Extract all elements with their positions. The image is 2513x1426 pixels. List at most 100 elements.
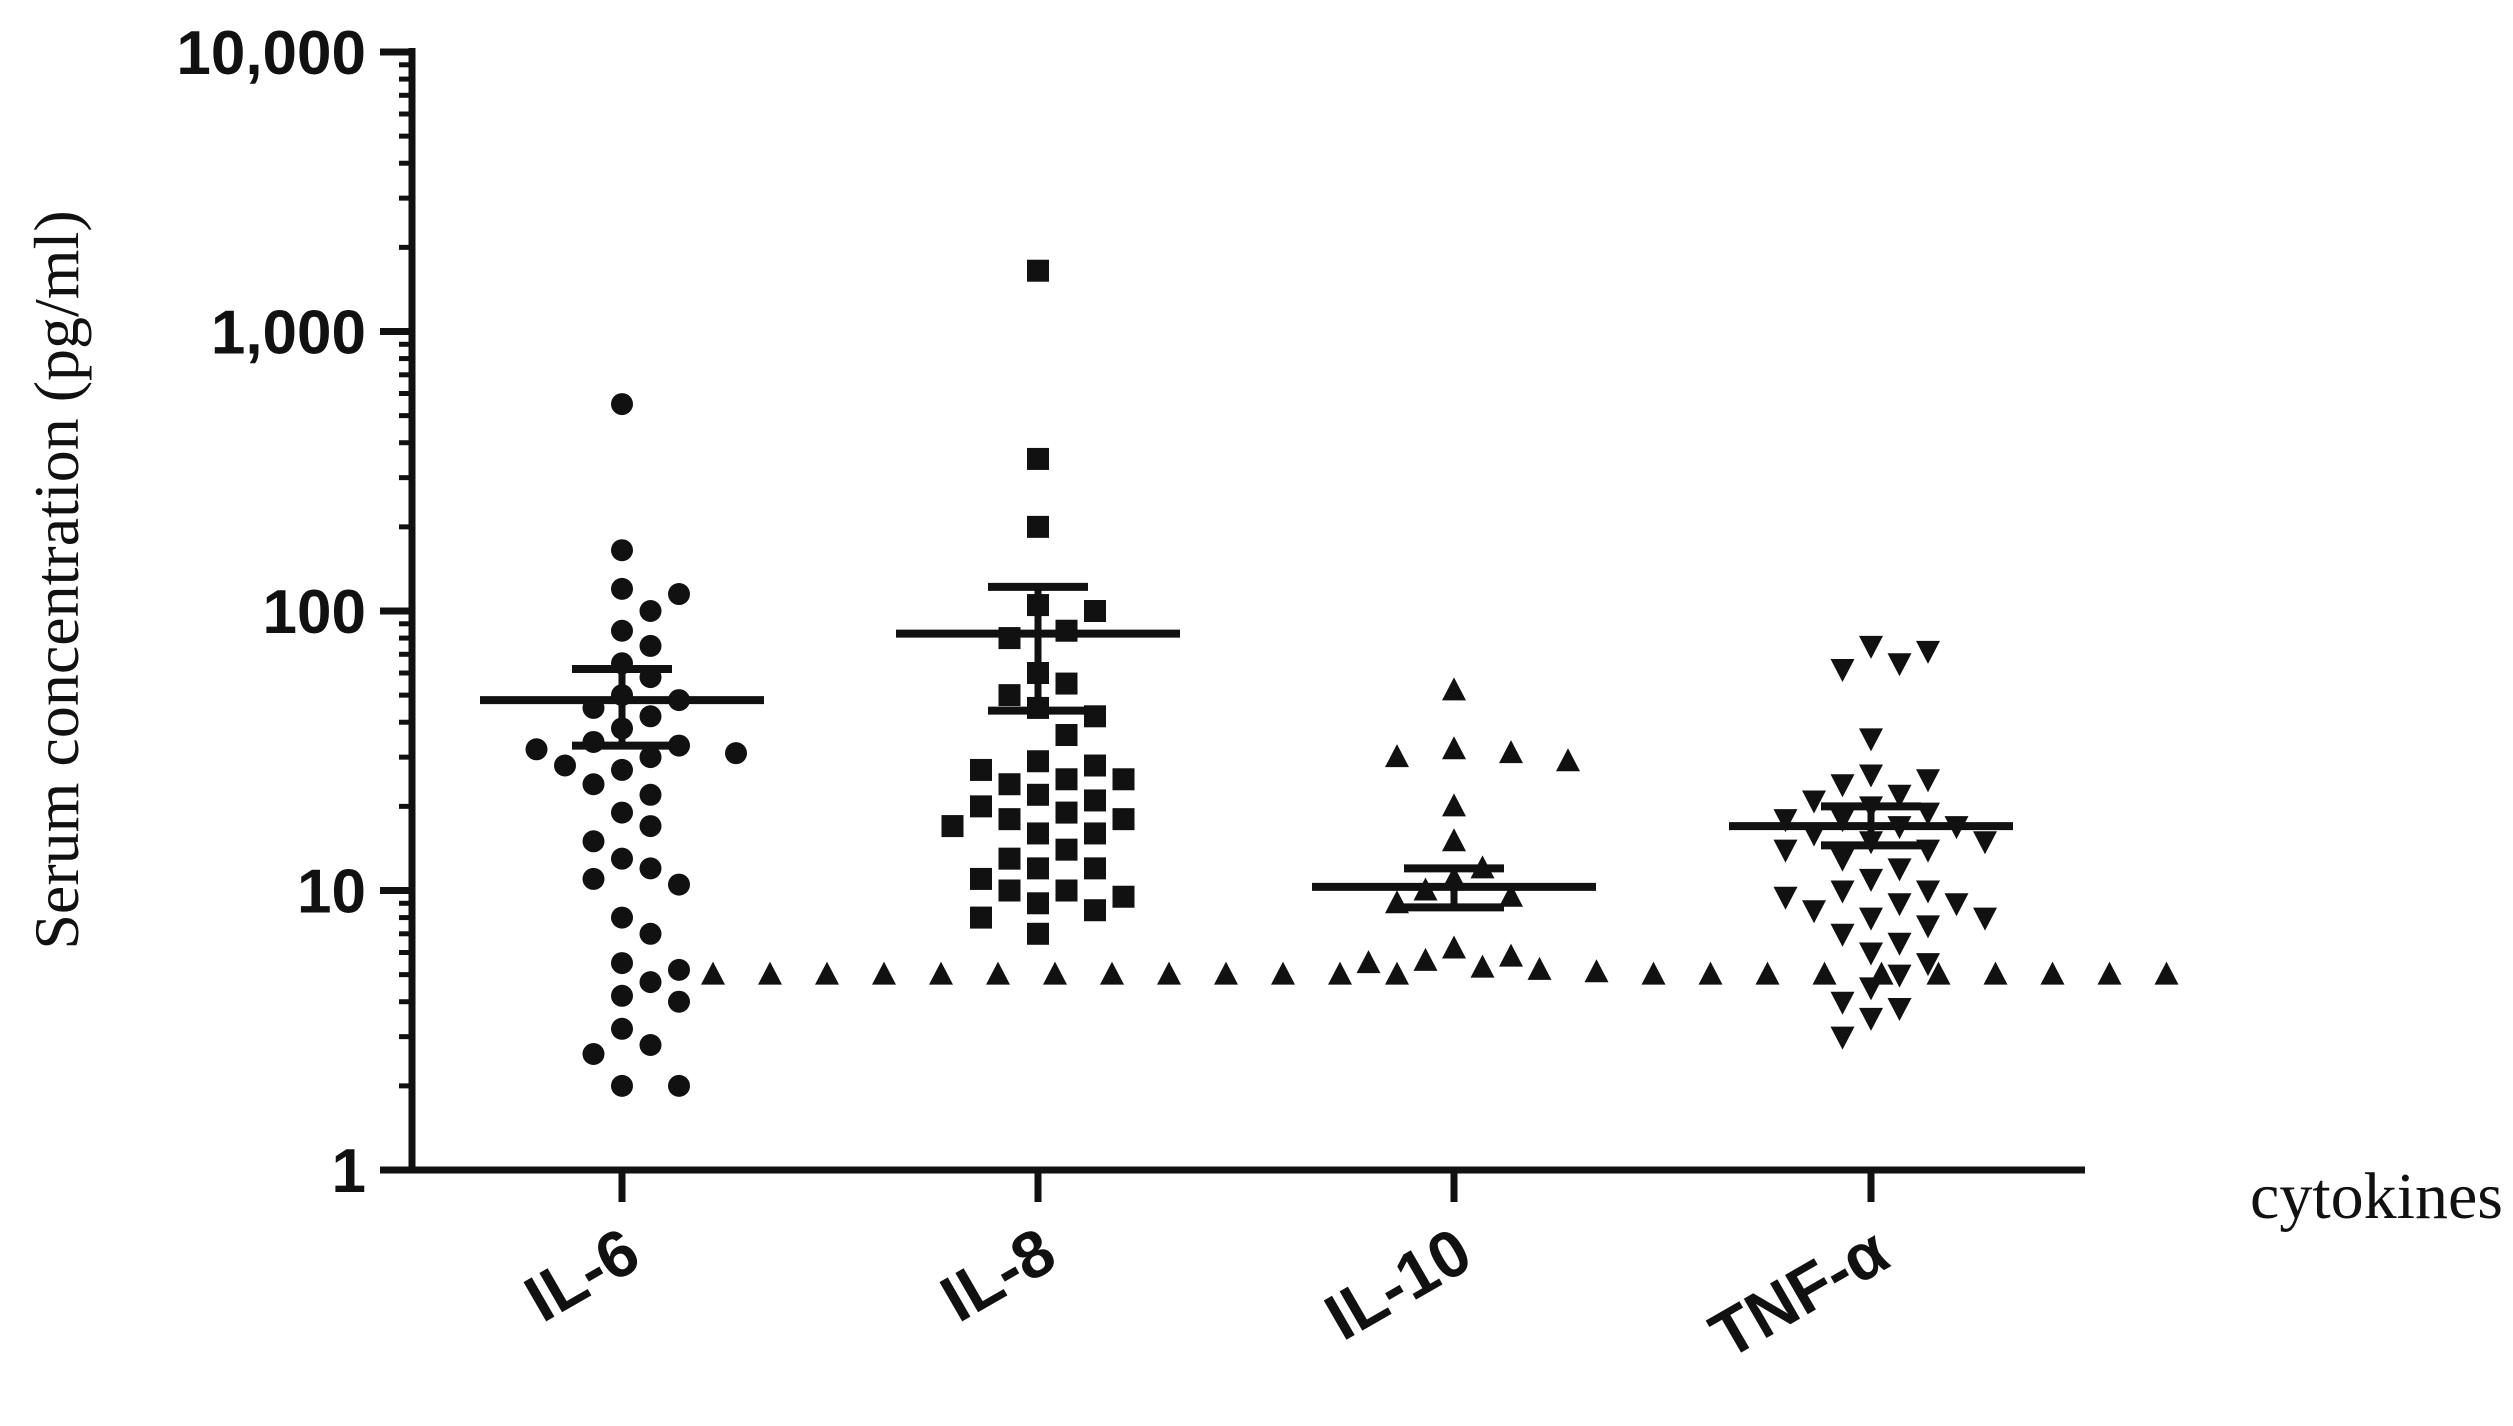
data-point xyxy=(1157,961,1181,985)
data-point xyxy=(1084,754,1106,777)
y-axis: 1 10 100 1,000 10,000 xyxy=(176,19,416,1206)
data-point xyxy=(1356,950,1381,974)
mean-sem-bars xyxy=(480,582,2013,912)
data-point xyxy=(1830,848,1855,872)
data-point xyxy=(929,961,953,985)
data-point xyxy=(1812,961,1837,985)
data-point xyxy=(1830,1026,1855,1050)
data-point xyxy=(611,758,633,781)
data-point xyxy=(1859,1007,1883,1031)
data-point xyxy=(1983,961,2008,985)
data-point xyxy=(1916,640,1940,664)
data-point xyxy=(1859,635,1883,659)
data-point xyxy=(1830,659,1855,683)
data-point xyxy=(1973,831,1997,855)
data-point xyxy=(1830,809,1855,833)
data-point xyxy=(1916,769,1940,793)
data-point xyxy=(668,734,690,757)
data-point xyxy=(1442,677,1466,701)
data-point xyxy=(1055,879,1078,902)
data-point xyxy=(970,758,992,781)
data-point xyxy=(1755,961,1780,985)
data-point xyxy=(1499,943,1523,967)
data-point xyxy=(998,684,1021,707)
data-point xyxy=(1916,802,1940,826)
y-tick-label: 100 xyxy=(263,578,366,647)
data-point xyxy=(611,801,633,824)
data-point xyxy=(1027,783,1049,806)
data-point xyxy=(986,961,1010,985)
data-point xyxy=(1084,899,1106,922)
data-point xyxy=(639,922,662,945)
data-point xyxy=(1328,961,1352,985)
data-point xyxy=(998,879,1021,902)
data-point xyxy=(1887,893,1912,917)
data-point xyxy=(611,1074,633,1097)
data-point xyxy=(1027,447,1049,470)
data-point xyxy=(1859,728,1883,752)
x-tick-label: TNF-α xyxy=(1698,1213,1900,1373)
data-point xyxy=(639,815,662,838)
data-point xyxy=(582,1043,605,1066)
data-point xyxy=(1527,956,1552,980)
data-point xyxy=(1859,942,1883,966)
data-point xyxy=(1413,947,1438,971)
data-point xyxy=(1385,961,1409,985)
data-point xyxy=(1055,801,1078,824)
data-point xyxy=(611,577,633,600)
data-point xyxy=(1027,857,1049,880)
data-point xyxy=(1499,883,1523,907)
data-point xyxy=(611,1017,633,1040)
data-point xyxy=(815,961,839,985)
data-point xyxy=(1887,964,1912,988)
data-point xyxy=(1385,744,1409,768)
x-axis: IL-6 IL-8 IL-10 TNF-α xyxy=(380,1166,2085,1373)
data-point xyxy=(998,808,1021,831)
data-point xyxy=(582,773,605,796)
data-point xyxy=(582,830,605,853)
data-point xyxy=(1084,857,1106,880)
data-point xyxy=(970,906,992,929)
data-point xyxy=(1084,822,1106,845)
data-point xyxy=(970,867,992,890)
data-point xyxy=(639,746,662,769)
data-point xyxy=(668,990,690,1013)
data-point xyxy=(1112,885,1135,908)
data-point xyxy=(1027,515,1049,538)
y-tick-label: 1,000 xyxy=(211,299,366,368)
data-point xyxy=(1084,705,1106,728)
data-point xyxy=(1887,784,1912,808)
data-point xyxy=(1027,259,1049,282)
data-point xyxy=(1773,886,1798,910)
data-point xyxy=(1641,961,1666,985)
data-point xyxy=(1859,764,1883,788)
y-axis-title: Serum concentration (pg/ml) xyxy=(21,210,92,949)
data-point xyxy=(639,857,662,880)
data-point xyxy=(1442,935,1466,959)
data-point xyxy=(1442,793,1466,817)
x-axis-title: cytokines xyxy=(2250,1160,2503,1233)
x-tick-label: IL-6 xyxy=(512,1213,651,1336)
data-point xyxy=(1499,740,1523,764)
data-point xyxy=(1926,961,1951,985)
data-point xyxy=(1859,868,1883,892)
data-point xyxy=(668,1074,690,1097)
data-point xyxy=(1698,961,1723,985)
data-point xyxy=(970,795,992,818)
data-point xyxy=(1802,790,1826,814)
data-point xyxy=(1214,961,1238,985)
data-point xyxy=(1916,953,1940,977)
data-point xyxy=(1112,768,1135,791)
data-point xyxy=(611,619,633,642)
data-point xyxy=(1027,822,1049,845)
data-point xyxy=(998,773,1021,796)
data-point xyxy=(639,971,662,994)
data-point xyxy=(1055,838,1078,861)
data-point xyxy=(1887,997,1912,1021)
data-point xyxy=(1773,809,1798,833)
data-point xyxy=(1055,672,1078,695)
data-point xyxy=(1859,907,1883,931)
data-point xyxy=(2097,961,2122,985)
data-point xyxy=(639,783,662,806)
